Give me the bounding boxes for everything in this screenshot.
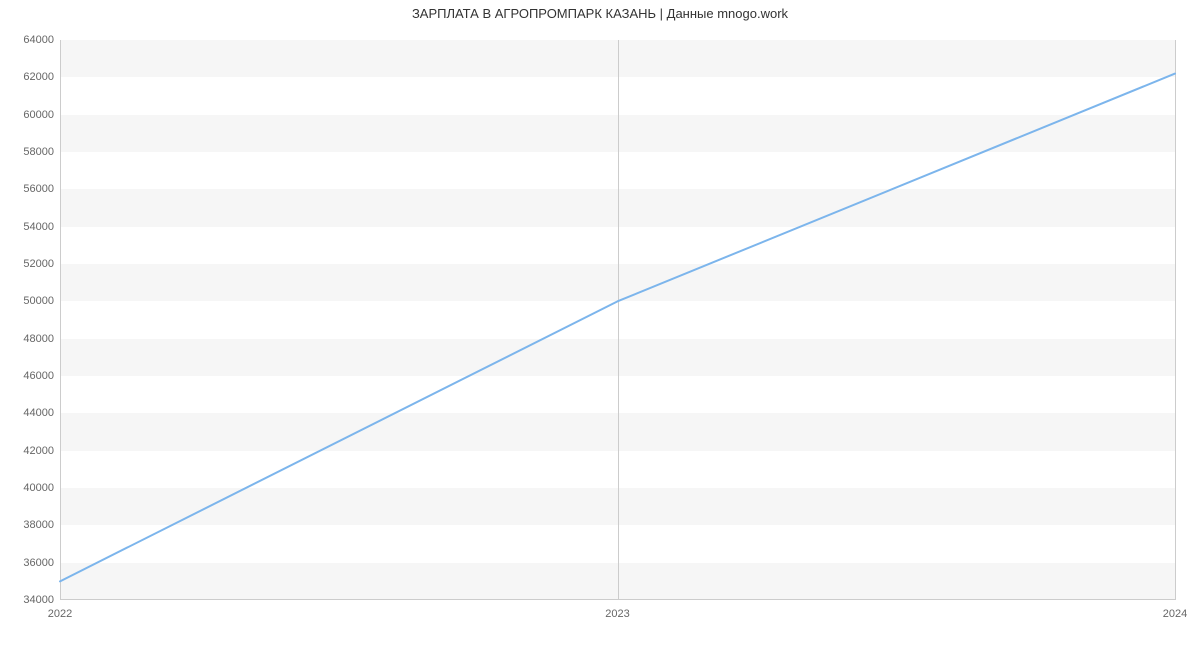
y-tick-label: 58000	[23, 146, 60, 158]
y-tick-label: 46000	[23, 370, 60, 382]
chart-title: ЗАРПЛАТА В АГРОПРОМПАРК КАЗАНЬ | Данные …	[0, 6, 1200, 21]
salary-line-chart: ЗАРПЛАТА В АГРОПРОМПАРК КАЗАНЬ | Данные …	[0, 0, 1200, 650]
x-tick-label: 2024	[1163, 600, 1187, 620]
y-tick-label: 48000	[23, 333, 60, 345]
y-tick-label: 54000	[23, 221, 60, 233]
y-tick-label: 44000	[23, 407, 60, 419]
y-tick-label: 64000	[23, 34, 60, 46]
y-tick-label: 60000	[23, 109, 60, 121]
series-line	[60, 74, 1175, 582]
y-tick-label: 38000	[23, 519, 60, 531]
y-tick-label: 62000	[23, 71, 60, 83]
y-tick-label: 56000	[23, 183, 60, 195]
x-tick-label: 2022	[48, 600, 72, 620]
y-tick-label: 40000	[23, 482, 60, 494]
x-tick-label: 2023	[605, 600, 629, 620]
plot-area: 3400036000380004000042000440004600048000…	[60, 40, 1175, 600]
y-tick-label: 52000	[23, 258, 60, 270]
line-layer	[60, 40, 1175, 600]
y-tick-label: 50000	[23, 295, 60, 307]
x-gridline	[1175, 40, 1176, 600]
y-tick-label: 42000	[23, 445, 60, 457]
y-tick-label: 36000	[23, 557, 60, 569]
